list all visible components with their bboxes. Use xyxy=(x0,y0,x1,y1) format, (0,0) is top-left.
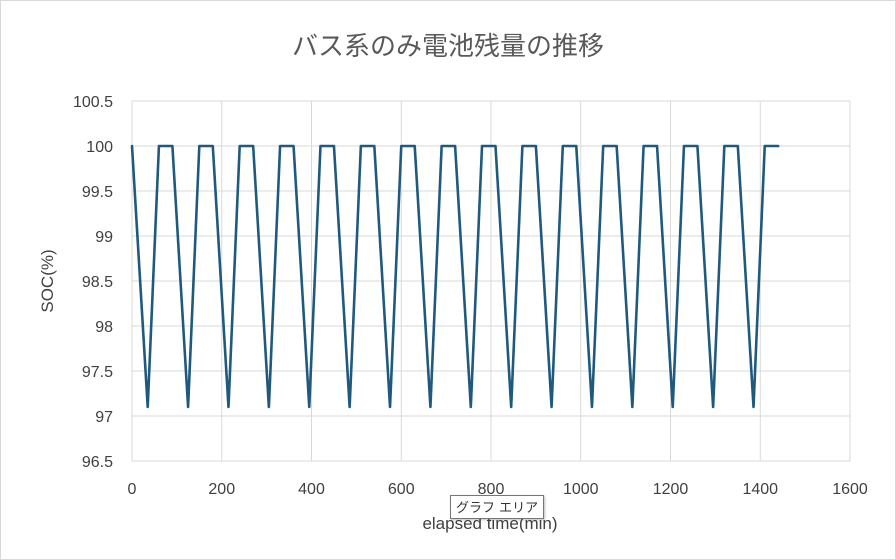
y-tick-label: 100 xyxy=(86,139,113,156)
x-tick-label: 1000 xyxy=(563,481,599,498)
y-tick-label: 99 xyxy=(95,229,113,246)
x-axis-tick-labels: 0 200 400 600 800 1000 1200 1400 1600 xyxy=(128,481,868,498)
y-tick-label: 97 xyxy=(95,409,113,426)
x-tick-label: 1600 xyxy=(832,481,868,498)
plot-area[interactable] xyxy=(130,144,780,409)
x-tick-label: 600 xyxy=(388,481,415,498)
y-tick-label: 98 xyxy=(95,319,113,336)
x-tick-label: 1200 xyxy=(653,481,689,498)
x-tick-label: 0 xyxy=(128,481,137,498)
y-tick-label: 100.5 xyxy=(73,94,113,111)
series-line-0[interactable] xyxy=(130,144,780,409)
y-axis-tick-labels: 96.5 97 97.5 98 98.5 99 99.5 100 100.5 xyxy=(73,94,113,471)
gridlines xyxy=(131,100,851,462)
y-tick-label: 96.5 xyxy=(82,454,113,471)
chart-area-tooltip: グラフ エリア xyxy=(450,495,545,519)
y-tick-label: 98.5 xyxy=(82,274,113,291)
x-tick-label: 200 xyxy=(208,481,235,498)
x-tick-label: 1400 xyxy=(742,481,778,498)
y-tick-label: 97.5 xyxy=(82,364,113,381)
chart-title: バス系のみ電池残量の推移 xyxy=(292,32,604,62)
y-tick-label: 99.5 xyxy=(82,184,113,201)
y-axis-title: SOC(%) xyxy=(38,249,57,312)
x-tick-label: 800 xyxy=(478,481,505,498)
x-tick-label: 400 xyxy=(298,481,325,498)
